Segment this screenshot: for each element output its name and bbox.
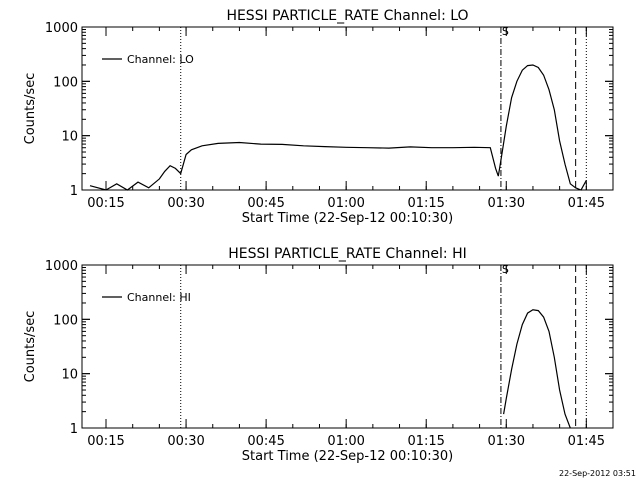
timestamp-label: 22-Sep-2012 03:51 bbox=[559, 469, 636, 478]
y-tick-label: 10 bbox=[61, 130, 78, 145]
plot-frame bbox=[81, 26, 614, 191]
x-tick-label: 01:30 bbox=[488, 434, 525, 449]
hi-channel-panel: HESSI PARTICLE_RATE Channel: HI 1 10 100 100… bbox=[23, 246, 614, 464]
x-axis-label: Start Time (22-Sep-12 00:10:30) bbox=[242, 211, 453, 226]
x-tick-label: 01:00 bbox=[327, 196, 364, 211]
x-tick-label: 00:30 bbox=[167, 196, 204, 211]
annotation-label: S bbox=[502, 25, 509, 38]
lo-channel-panel: HESSI PARTICLE_RATE Channel: LO 1 10 100 100… bbox=[23, 8, 614, 226]
x-axis-label: Start Time (22-Sep-12 00:10:30) bbox=[242, 449, 453, 464]
legend-label: Channel: HI bbox=[127, 291, 191, 304]
x-tick-label: 00:15 bbox=[87, 434, 124, 449]
series-line bbox=[89, 64, 587, 191]
x-tick-label: 01:15 bbox=[407, 434, 444, 449]
x-tick-label: 01:00 bbox=[327, 434, 364, 449]
x-tick-label: 01:15 bbox=[407, 196, 444, 211]
chart-title: HESSI PARTICLE_RATE Channel: LO bbox=[226, 8, 468, 24]
series-line bbox=[503, 309, 571, 429]
y-tick-label: 1 bbox=[70, 422, 78, 437]
y-tick-label: 100 bbox=[53, 75, 78, 90]
x-tick-label: 00:30 bbox=[167, 434, 204, 449]
y-tick-label: 100 bbox=[53, 313, 78, 328]
x-tick-label: 01:30 bbox=[488, 196, 525, 211]
annotation-label: S bbox=[502, 263, 509, 276]
x-tick-label: 00:45 bbox=[247, 196, 284, 211]
chart-title: HESSI PARTICLE_RATE Channel: HI bbox=[228, 246, 466, 262]
legend-label: Channel: LO bbox=[127, 53, 194, 66]
y-tick-label: 10 bbox=[61, 368, 78, 383]
y-axis-label: Counts/sec bbox=[23, 73, 38, 145]
y-tick-label: 1000 bbox=[45, 259, 78, 274]
plot-frame bbox=[81, 264, 614, 429]
y-tick-label: 1000 bbox=[45, 21, 78, 36]
x-tick-label: 01:45 bbox=[568, 196, 605, 211]
x-tick-label: 00:15 bbox=[87, 196, 124, 211]
x-tick-label: 01:45 bbox=[568, 434, 605, 449]
y-tick-label: 1 bbox=[70, 184, 78, 199]
y-axis-label: Counts/sec bbox=[23, 311, 38, 383]
x-tick-label: 00:45 bbox=[247, 434, 284, 449]
